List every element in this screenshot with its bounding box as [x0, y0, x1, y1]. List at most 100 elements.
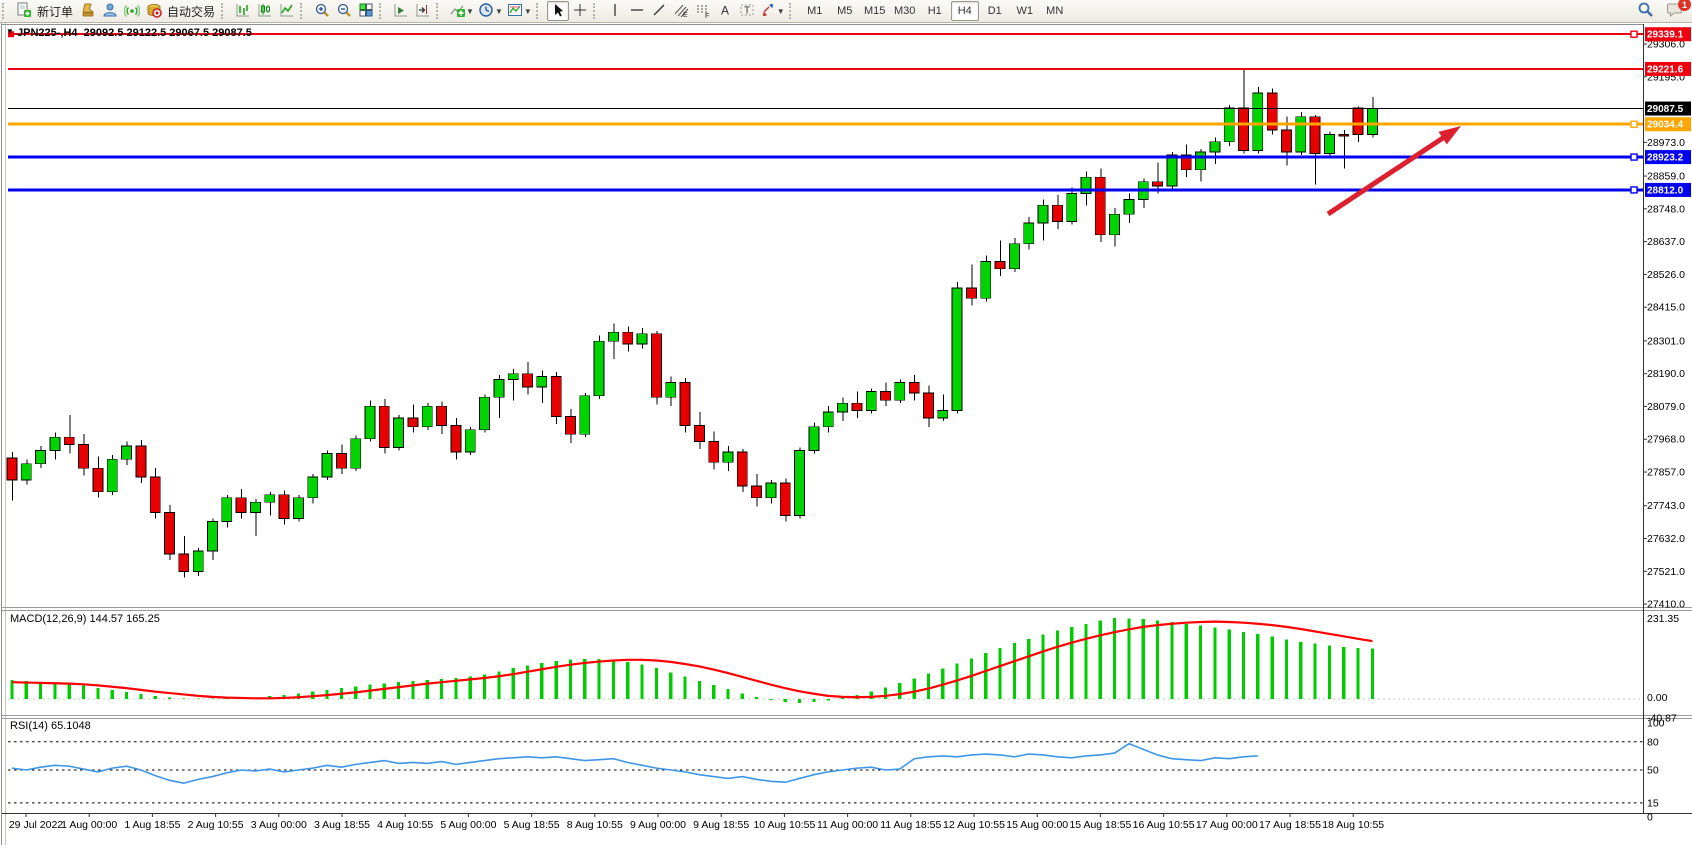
indicators-button[interactable]: ▼	[447, 1, 476, 21]
periods-button[interactable]: ▼	[476, 1, 505, 21]
templates-icon	[507, 2, 523, 21]
hline-handle[interactable]	[8, 31, 14, 38]
candle	[636, 333, 648, 345]
notification-button[interactable]: 1	[1664, 0, 1691, 21]
chart-shift-button[interactable]	[412, 1, 434, 21]
candle	[1338, 133, 1350, 137]
ohlc-values: 29092.5 29122.5 29067.5 29087.5	[83, 27, 252, 39]
auto-scroll-button[interactable]	[390, 1, 412, 21]
candle	[708, 441, 720, 463]
publish-button[interactable]	[99, 1, 121, 21]
crosshair-icon	[572, 2, 588, 21]
candle	[264, 494, 276, 503]
candle	[1195, 151, 1206, 171]
bar-chart-button[interactable]	[232, 1, 254, 21]
toolbar-grip	[379, 3, 388, 19]
candle	[937, 410, 949, 419]
svg-text:F: F	[705, 13, 709, 18]
chevron-down-icon: ▼	[466, 6, 474, 16]
hline-handle[interactable]	[1630, 30, 1638, 38]
candle	[951, 287, 963, 411]
arrows-button[interactable]: ▼	[758, 1, 787, 21]
timeframe-m15[interactable]: M15	[864, 5, 886, 17]
auto-trading-button[interactable]	[143, 1, 165, 21]
channel-button[interactable]: E	[670, 1, 692, 21]
candle	[235, 497, 247, 513]
trend-arrow-head[interactable]	[1438, 126, 1461, 145]
fibonacci-button[interactable]: F	[692, 1, 714, 21]
candle	[779, 482, 791, 516]
timeframe-m1[interactable]: M1	[807, 5, 823, 17]
candle	[693, 424, 705, 443]
candle	[1080, 176, 1092, 194]
tile-windows-button[interactable]	[355, 1, 377, 21]
price-label-box	[1645, 117, 1691, 132]
label-icon: T	[739, 2, 755, 21]
price-tick-label: 28415.0	[1647, 302, 1685, 314]
candle	[1238, 107, 1249, 152]
zoom-out-button[interactable]	[333, 1, 355, 21]
hline-handle[interactable]	[1630, 153, 1638, 161]
time-label: 5 Aug 18:55	[504, 819, 560, 831]
search-icon	[1637, 1, 1654, 21]
fibonacci-icon: F	[695, 2, 711, 21]
hline-handle[interactable]	[1630, 186, 1638, 194]
stamp-button[interactable]	[77, 1, 99, 21]
time-label: 2 Aug 10:55	[188, 819, 244, 831]
candle	[794, 450, 805, 516]
search-button[interactable]	[1634, 1, 1656, 21]
candle	[550, 376, 562, 417]
zoom-out-icon	[336, 2, 352, 21]
cursor-button[interactable]	[546, 1, 569, 21]
chevron-down-icon: ▼	[776, 6, 785, 16]
crosshair-button[interactable]	[569, 1, 591, 21]
symbol-period: JPN225-,H4	[17, 27, 78, 39]
timeframe-m5[interactable]: M5	[837, 5, 853, 17]
price-label-box	[1645, 182, 1691, 197]
trendline-button[interactable]	[648, 1, 670, 21]
candle	[1180, 154, 1192, 171]
candle	[1109, 213, 1121, 236]
svg-text:T: T	[744, 5, 750, 16]
stamp-icon	[80, 2, 96, 21]
candle	[1166, 154, 1178, 187]
horizontal-line-button[interactable]	[626, 1, 648, 21]
timeframe-h4[interactable]: H4	[950, 1, 979, 21]
candle	[507, 373, 519, 380]
signal-button[interactable]	[121, 1, 143, 21]
candle	[765, 482, 777, 499]
timeframe-h1[interactable]: H1	[927, 5, 942, 17]
new-order-button[interactable]	[13, 1, 35, 21]
auto-trading-label[interactable]: 自动交易	[167, 4, 216, 19]
text-button[interactable]: A	[714, 1, 736, 21]
templates-button[interactable]: ▼	[505, 1, 534, 21]
timeframe-d1[interactable]: D1	[987, 5, 1002, 17]
price-tick-label: 28526.0	[1647, 269, 1685, 281]
candle	[479, 396, 490, 431]
zoom-in-button[interactable]	[311, 1, 333, 21]
vertical-line-button[interactable]	[604, 1, 626, 21]
chart-canvas[interactable]: 29306.029195.028973.028859.028748.028637…	[0, 22, 1692, 845]
timeframe-mn[interactable]: MN	[1046, 5, 1064, 17]
price-label-box	[1645, 150, 1691, 165]
timeframe-m30[interactable]: M30	[894, 5, 916, 17]
candle	[679, 382, 691, 426]
line-chart-button[interactable]	[276, 1, 298, 21]
candle	[880, 390, 891, 401]
candlestick-button[interactable]	[254, 1, 276, 21]
hline-handle[interactable]	[1630, 120, 1638, 128]
new-order-label[interactable]: 新订单	[37, 4, 74, 19]
candle	[106, 458, 118, 493]
trend-arrow[interactable]	[1326, 133, 1448, 217]
symbol-dropdown-caret[interactable]: ▼	[6, 27, 14, 36]
label-button[interactable]: T	[736, 1, 758, 21]
time-label: 5 Aug 00:00	[440, 819, 496, 831]
timeframe-w1[interactable]: W1	[1016, 5, 1033, 17]
publish-icon	[102, 2, 118, 21]
candle	[865, 390, 877, 411]
candle	[837, 402, 848, 413]
price-label: 29221.6	[1647, 64, 1684, 75]
chart-window[interactable]: ▼ JPN225-,H4 29092.5 29122.5 29067.5 290…	[0, 22, 1692, 845]
candle	[207, 520, 218, 552]
time-label: 18 Aug 10:55	[1322, 819, 1384, 831]
